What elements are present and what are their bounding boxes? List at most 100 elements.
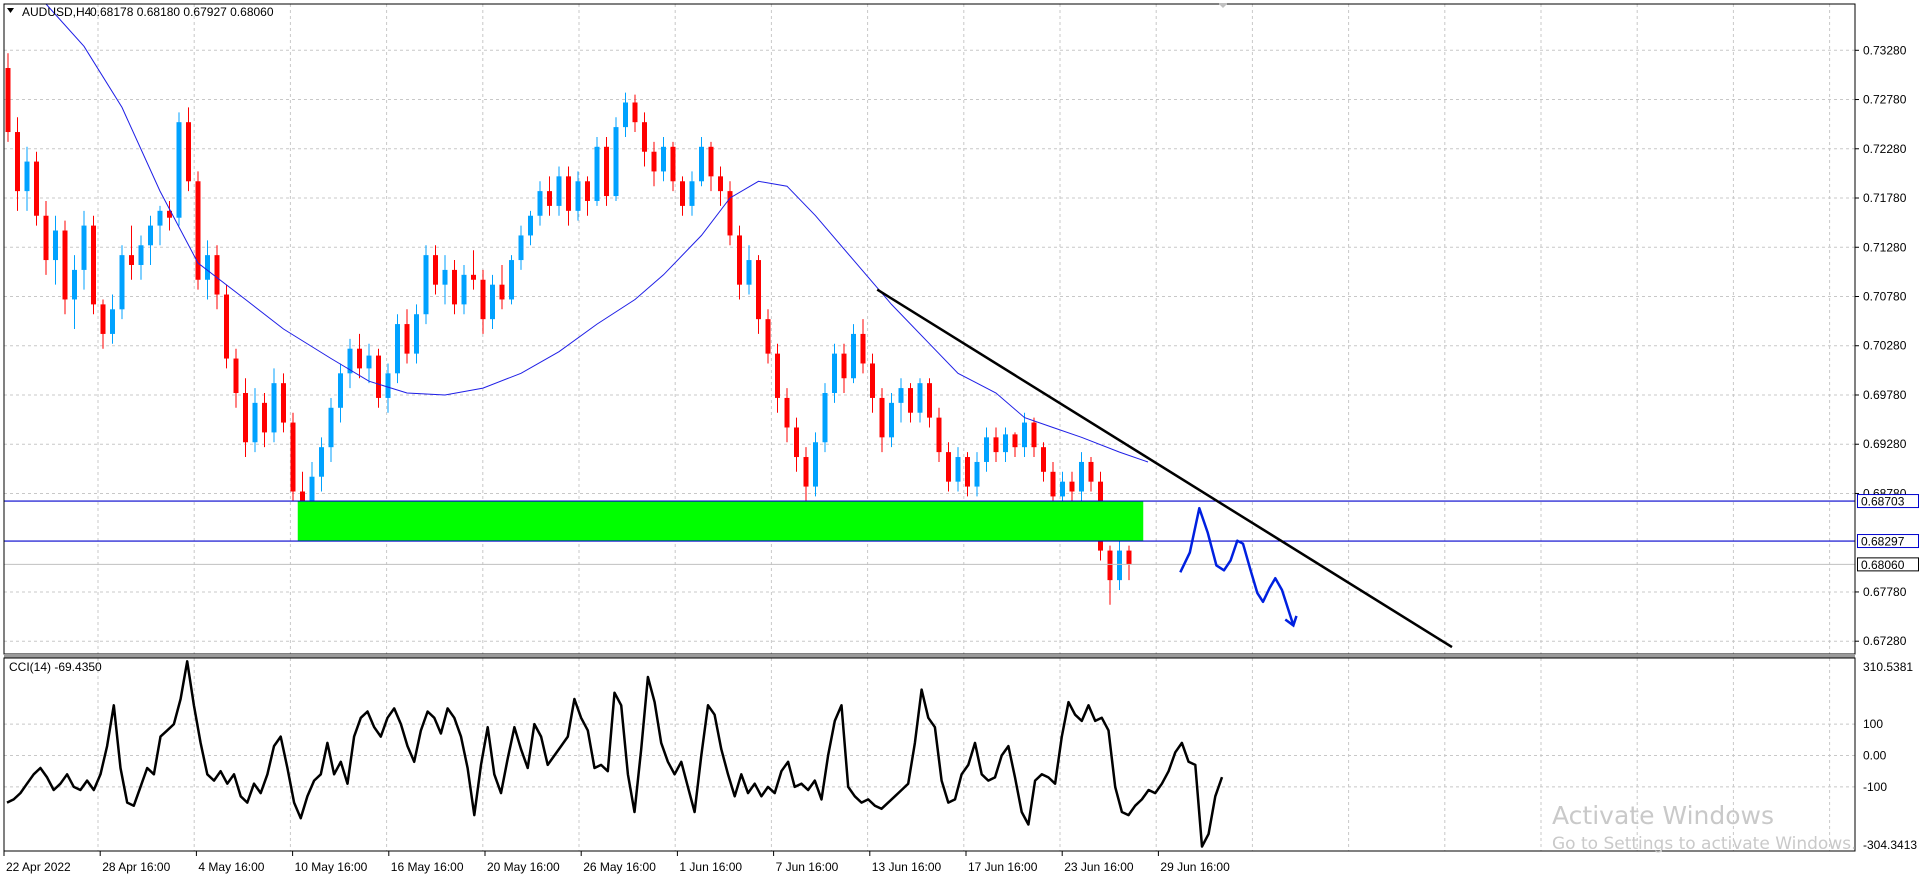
price-tick-label: 0.69280 [1863,437,1907,451]
candle-body [224,294,229,359]
candle [528,210,533,246]
candle [271,368,277,443]
candle [946,442,951,492]
time-tick-label: 17 Jun 16:00 [968,860,1038,874]
candle-body [119,255,125,310]
candle-body [927,383,932,418]
watermark-subtitle: Go to Settings to activate Windows. [1552,834,1857,854]
candle [974,452,980,497]
candle [1031,417,1037,458]
candle-body [1117,550,1122,581]
candle [319,437,324,492]
candle [936,407,942,462]
candle [490,274,495,329]
candle [1079,452,1084,502]
candle [1117,540,1122,590]
cci-panel-frame [3,657,1856,852]
candle [604,136,609,206]
candle-body [176,122,182,218]
candle-body [566,176,571,211]
candle-body [813,442,818,487]
time-tick-label: 7 Jun 16:00 [776,860,839,874]
candle [993,427,999,462]
candle [328,397,334,462]
projection-path [1179,506,1295,626]
candle [537,181,543,226]
cci-tick-label: -100 [1863,780,1887,794]
candle-body [1088,461,1094,482]
candle-body [993,437,999,453]
candle-body [917,383,923,413]
candle [53,215,58,285]
candle-body [1022,422,1027,448]
candle-body [832,353,837,394]
panel-separator [4,654,1855,658]
candle-body [898,388,904,403]
price-tag-inner [1858,535,1918,548]
candle [366,343,372,384]
candle-body [1050,471,1056,497]
price-tag-inner [1858,558,1918,571]
candle [1126,545,1132,581]
candle [395,314,400,384]
candle-body [167,210,172,218]
time-tick-label: 23 Jun 16:00 [1064,860,1134,874]
candle [290,412,296,502]
candle [385,363,391,413]
candle-body [214,255,220,295]
candle [784,388,790,443]
candle [860,319,866,374]
candle [1041,442,1046,482]
price-tag-label: 0.68060 [1861,558,1905,572]
candle [908,383,913,423]
candle [167,200,172,231]
candle [509,255,514,305]
candle-body [490,284,495,320]
candle [699,136,704,187]
time-tick-label: 26 May 16:00 [583,860,656,874]
candle-body [518,235,524,261]
candle [452,260,457,315]
support-zone-rect [297,501,1144,542]
candle [594,136,600,206]
candle [157,205,163,246]
candle [708,141,714,192]
candle-body [252,402,258,443]
cci-tick-label: 0.00 [1863,748,1887,762]
candle-body [965,457,970,487]
scroll-marker-icon[interactable] [1218,3,1228,8]
candle-body [841,353,847,379]
candle-body [442,269,448,285]
candle-body [509,260,514,300]
candle-body [100,304,106,334]
candles-group [5,53,1132,605]
candle-body [794,427,799,458]
candle [433,245,438,295]
candle-body [908,388,913,413]
candle [851,324,856,384]
candle [442,255,448,305]
candle-body [72,269,77,300]
price-tag-label: 0.68703 [1861,495,1905,509]
candle-body [499,284,505,300]
candle-body [803,457,809,487]
chevron-down-icon[interactable] [7,8,14,13]
time-tick-label: 20 May 16:00 [487,860,560,874]
cci-tick-label: 310.5381 [1863,660,1913,674]
candle-body [43,215,49,261]
candle-body [632,102,638,123]
candle-body [5,68,11,133]
candle [1022,412,1027,458]
time-tick-label: 22 Apr 2022 [6,860,71,874]
candle-body [53,230,58,261]
candle [195,171,201,290]
candle-body [395,324,400,374]
price-grid [4,4,1855,654]
candle-body [651,151,657,172]
candle-body [623,102,628,128]
candle-body [385,373,391,398]
candle [803,447,809,502]
candle [43,200,49,275]
